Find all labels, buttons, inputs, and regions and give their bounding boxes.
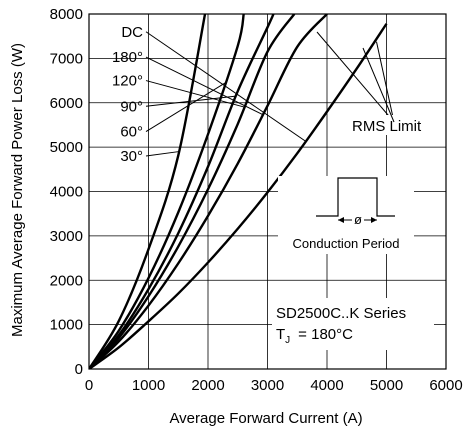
series-label-90deg: 90° — [120, 98, 143, 115]
series-label-dc: DC — [121, 24, 143, 41]
rms-leader — [316, 31, 395, 123]
phi-bg — [352, 212, 364, 226]
tj-value: = 180°C — [298, 326, 353, 343]
arrow-head-right — [371, 217, 377, 223]
series-line-180deg — [89, 14, 328, 369]
conduction-period-label: Conduction Period — [293, 236, 400, 251]
conduction-inset-bg — [278, 176, 414, 254]
series-info-bg — [272, 298, 434, 350]
conduction-waveform — [316, 177, 395, 217]
x-tick-labels: 0 1000 2000 3000 4000 5000 6000 — [85, 377, 463, 394]
rms-leader-1 — [362, 47, 395, 123]
x-tick-label: 4000 — [310, 377, 343, 394]
series-line-90deg — [89, 14, 275, 369]
x-tick-label: 2000 — [191, 377, 224, 394]
leader-line — [145, 31, 307, 142]
x-axis-label: Average Forward Current (A) — [169, 410, 362, 427]
y-tick-label: 0 — [75, 361, 83, 378]
series-label-60deg: 60° — [120, 124, 143, 141]
tj-label: TJ = 180°C — [276, 326, 353, 346]
leader-line — [145, 56, 264, 116]
rms-leader — [376, 41, 395, 123]
y-axis-label: Maximum Average Forward Power Loss (W) — [9, 43, 26, 337]
tj-subscript: J — [285, 335, 290, 346]
leader-line — [145, 80, 245, 108]
tj-symbol: T — [276, 326, 285, 343]
y-tick-label: 2000 — [50, 272, 83, 289]
y-tick-label: 8000 — [50, 6, 83, 23]
label-leader-lines — [145, 31, 395, 157]
y-tick-label: 1000 — [50, 317, 83, 334]
y-tick-label: 4000 — [50, 184, 83, 201]
series-line-60deg — [89, 14, 245, 369]
x-tick-label: 3000 — [251, 377, 284, 394]
series-line-30deg — [89, 14, 207, 369]
device-series-label: SD2500C..K Series — [276, 305, 406, 322]
rms-limit-label-bg — [350, 115, 440, 135]
y-tick-label: 5000 — [50, 139, 83, 156]
arrow-head-left — [338, 217, 344, 223]
x-tick-label: 6000 — [429, 377, 462, 394]
x-tick-label: 1000 — [132, 377, 165, 394]
series-line-120deg — [89, 14, 296, 369]
y-tick-label: 3000 — [50, 228, 83, 245]
y-tick-label: 7000 — [50, 50, 83, 67]
x-tick-label: 5000 — [370, 377, 403, 394]
y-tick-labels: 0 1000 2000 3000 4000 5000 6000 7000 8000 — [50, 6, 83, 378]
series-group — [89, 14, 388, 369]
leader-line — [145, 95, 236, 107]
series-line-dc — [89, 23, 388, 369]
series-label-180deg: 180° — [112, 49, 143, 66]
phi-symbol: ø — [354, 212, 362, 227]
conduction-period-inset: ø Conduction Period — [278, 176, 414, 254]
series-label-120deg: 120° — [112, 73, 143, 90]
series-labels: DC 180° 120° 90° 60° 30° — [112, 24, 143, 165]
rms-limit-label: RMS Limit — [352, 118, 422, 135]
leader-line — [145, 82, 226, 133]
leader-line — [145, 151, 180, 157]
series-label-30deg: 30° — [120, 148, 143, 165]
x-tick-label: 0 — [85, 377, 93, 394]
plot-area-frame — [88, 13, 447, 370]
y-tick-label: 6000 — [50, 95, 83, 112]
